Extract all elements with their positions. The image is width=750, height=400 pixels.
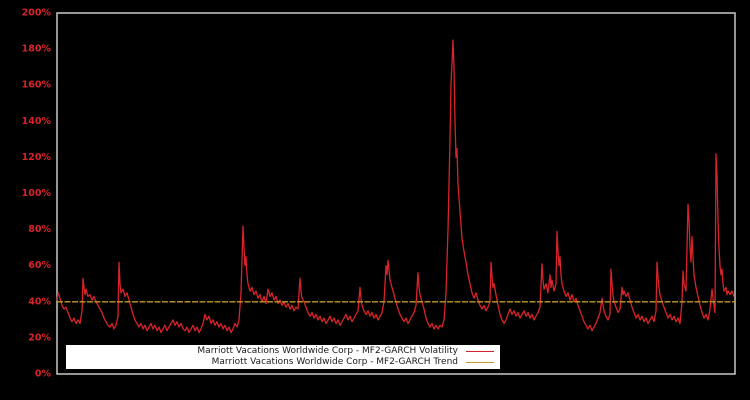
plot-frame [56,12,736,375]
y-tick-label: 0% [35,369,52,380]
y-tick-label: 160% [22,80,52,91]
legend-row-trend: Marriott Vacations Worldwide Corp - MF2-… [66,357,494,368]
y-tick-label: 200% [22,8,52,19]
y-tick-label: 140% [22,116,52,127]
legend-label-volatility: Marriott Vacations Worldwide Corp - MF2-… [197,346,458,356]
legend-label-trend: Marriott Vacations Worldwide Corp - MF2-… [211,357,458,367]
y-tick-label: 20% [28,332,51,343]
volatility-series-line [56,39,735,334]
legend: Marriott Vacations Worldwide Corp - MF2-… [66,345,500,369]
y-axis-tick-labels: 0% 20% 40% 60% 80% 100% 120% 140% 160% 180% 200% [22,8,52,380]
y-tick-label: 80% [28,224,51,235]
legend-row-volatility: Marriott Vacations Worldwide Corp - MF2-… [66,346,494,357]
legend-trend-line-sample [466,362,494,363]
y-tick-label: 180% [22,44,52,55]
y-tick-label: 100% [22,188,52,199]
y-tick-label: 40% [28,296,51,307]
y-tick-label: 60% [28,260,51,271]
y-tick-label: 120% [22,152,52,163]
legend-volatility-line-sample [466,351,494,352]
